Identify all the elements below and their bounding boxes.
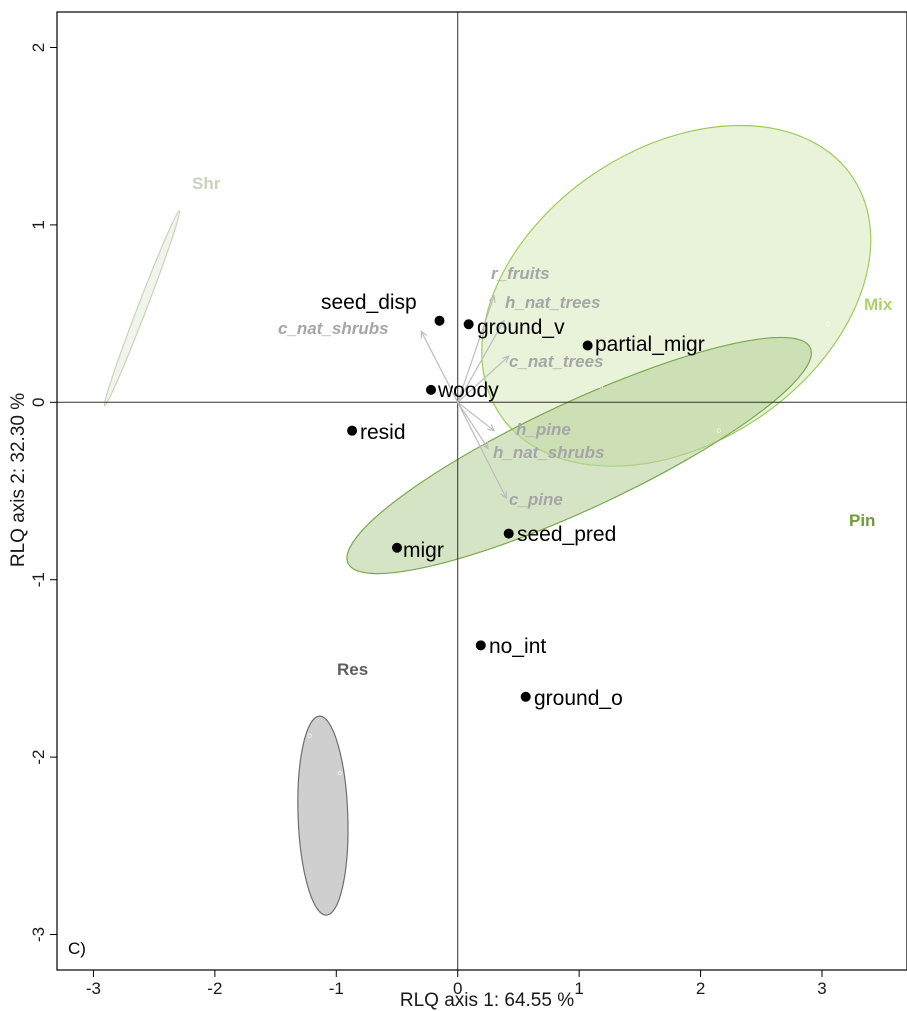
y-tick-label: 1 bbox=[29, 220, 48, 229]
group-label-shr: Shr bbox=[192, 174, 221, 193]
site-point-res-0 bbox=[307, 733, 312, 739]
species-point-ground-o bbox=[520, 691, 531, 702]
ellipse-shr bbox=[103, 210, 181, 407]
x-axis: -3 -2 -1 0 1 2 3 bbox=[86, 970, 827, 998]
species-label-partial-migr: partial_migr bbox=[595, 333, 705, 356]
site-point-mix-0 bbox=[510, 112, 515, 118]
species-point-resid bbox=[347, 425, 358, 436]
env-label-r-fruits: r_fruits bbox=[491, 264, 550, 283]
site-points bbox=[307, 112, 831, 925]
env-arrow-c-nat-shrubs bbox=[420, 330, 459, 403]
env-arrow-r-fruits bbox=[457, 294, 496, 403]
y-tick-label: -3 bbox=[29, 927, 48, 942]
y-axis-title: RLQ axis 2: 32.30 % bbox=[8, 393, 29, 567]
species-points bbox=[347, 315, 593, 702]
site-point-mix-2 bbox=[598, 384, 604, 389]
env-label-c-nat-shrubs: c_nat_shrubs bbox=[278, 319, 389, 338]
species-point-no-int bbox=[475, 640, 486, 651]
x-tick-label: 0 bbox=[453, 979, 462, 998]
ellipse-res bbox=[297, 715, 349, 916]
x-tick-label: -1 bbox=[329, 979, 344, 998]
x-tick-label: -2 bbox=[207, 979, 222, 998]
species-label-migr: migr bbox=[403, 539, 444, 562]
x-tick-label: 3 bbox=[817, 979, 826, 998]
ellipse-pin bbox=[346, 336, 812, 575]
species-point-partial-migr bbox=[582, 340, 593, 351]
species-labels: seed_disp ground_v partial_migr woody re… bbox=[321, 291, 705, 710]
env-label-h-nat-shrubs: h_nat_shrubs bbox=[493, 443, 604, 462]
group-label-pin: Pin bbox=[849, 511, 875, 530]
environment-labels: r_fruits h_nat_trees c_nat_shrubs c_nat_… bbox=[278, 264, 604, 509]
species-label-woody: woody bbox=[437, 379, 499, 402]
env-label-c-pine: c_pine bbox=[509, 490, 563, 509]
site-point-pin-1 bbox=[720, 518, 725, 524]
species-point-seed-disp bbox=[434, 315, 445, 326]
group-ellipses bbox=[103, 124, 872, 916]
env-arrow-h-nat-trees bbox=[457, 319, 505, 403]
species-label-resid: resid bbox=[360, 421, 406, 444]
site-point-res-2 bbox=[307, 919, 312, 925]
y-axis: -3 -2 -1 0 1 2 bbox=[29, 43, 57, 942]
species-label-ground-o: ground_o bbox=[534, 687, 623, 710]
x-tick-label: 1 bbox=[574, 979, 583, 998]
env-arrow-c-nat-trees bbox=[457, 355, 510, 403]
species-point-seed-pred bbox=[503, 528, 514, 539]
group-label-res: Res bbox=[337, 660, 368, 679]
y-tick-label: -2 bbox=[29, 750, 48, 765]
x-tick-label: 2 bbox=[696, 979, 705, 998]
x-tick-label: -3 bbox=[86, 979, 101, 998]
env-label-h-pine: h_pine bbox=[516, 420, 571, 439]
species-label-seed-disp: seed_disp bbox=[321, 291, 417, 314]
species-label-ground-v: ground_v bbox=[477, 316, 565, 339]
species-point-woody bbox=[426, 384, 436, 395]
y-tick-label: -1 bbox=[29, 572, 48, 587]
site-point-mix-1 bbox=[825, 322, 831, 327]
env-arrow-h-pine bbox=[457, 401, 496, 432]
panel-label: C) bbox=[68, 939, 86, 958]
species-label-no-int: no_int bbox=[489, 635, 546, 658]
site-point-res-1 bbox=[337, 770, 343, 776]
env-arrow-c-pine bbox=[457, 402, 507, 500]
plot-frame bbox=[56, 11, 907, 971]
env-label-h-nat-trees: h_nat_trees bbox=[505, 293, 600, 312]
environment-arrows bbox=[420, 294, 510, 500]
species-point-migr bbox=[392, 542, 402, 553]
group-label-mix: Mix bbox=[864, 295, 893, 314]
env-arrow-h-nat-shrubs bbox=[457, 401, 489, 450]
env-label-c-nat-trees: c_nat_trees bbox=[509, 352, 604, 371]
species-label-seed-pred: seed_pred bbox=[517, 523, 616, 546]
x-axis-title: RLQ axis 1: 64.55 % bbox=[400, 990, 574, 1011]
species-point-ground-v bbox=[463, 319, 474, 330]
y-tick-label: 2 bbox=[29, 43, 48, 52]
y-tick-label: 0 bbox=[29, 398, 48, 407]
site-point-pin-0 bbox=[716, 428, 721, 433]
group-labels: Mix Pin Shr Res bbox=[192, 174, 893, 679]
